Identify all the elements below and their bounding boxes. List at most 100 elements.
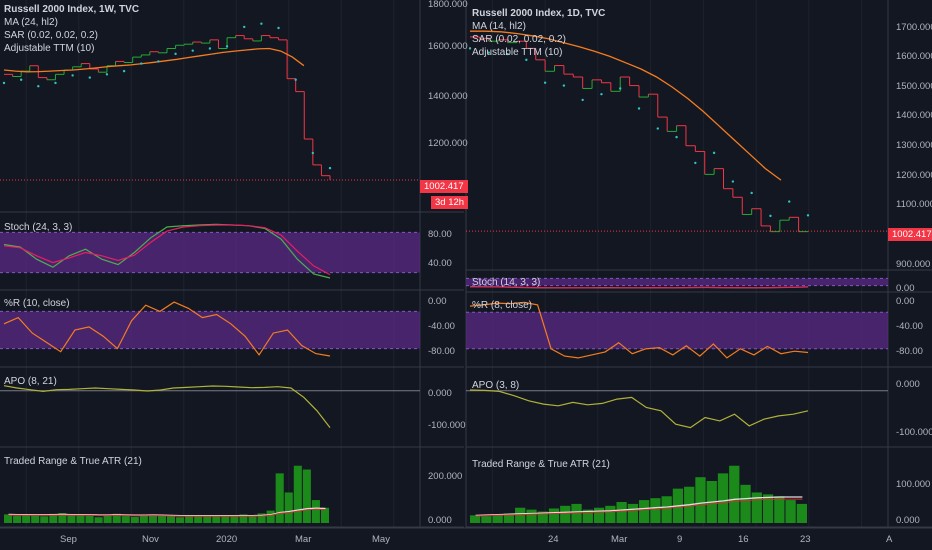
left-atr-bar [103,514,112,523]
right-ma-line [470,30,782,181]
left-atr-tick: 0.000 [428,515,452,526]
right-atr-bar [796,503,807,523]
left-x-tick: Sep [60,534,77,545]
left-stoch-d [3,224,331,276]
right-stoch-tick: 0.00 [896,283,915,294]
right-atr-bar [785,500,796,523]
left-atr-bar [4,514,13,523]
left-apo-label: APO (8, 21) [4,376,57,387]
right-sar-dot [731,180,735,183]
right-atr-bar [503,513,515,523]
left-sar-dot [54,81,57,85]
right-wr-line [469,301,809,359]
right-atr-bar [526,509,537,523]
left-atr-bar [112,513,121,523]
left-apo-line [3,385,331,428]
right-x-tick: A [886,534,893,545]
right-sar-dot [694,161,697,165]
right-atr-bar [548,508,560,523]
left-apo-tick: -100.000 [428,420,466,431]
right-x-tick: 24 [548,534,559,545]
right-atr-bar [571,503,582,523]
right-atr-bar [605,505,616,523]
right-apo-tick: -100.000 [896,427,932,438]
right-legend-ttm: Adjustable TTM (10) [472,47,563,58]
left-countdown-badge: 3d 12h [431,196,469,209]
left-sar-dot [243,25,246,29]
left-true-atr-line [8,507,326,517]
right-price-tick: 1200.000 [896,170,932,181]
right-wr-tick: -80.00 [896,346,923,357]
right-price-tick: 1600.000 [896,51,932,62]
left-x-tick: May [372,534,390,545]
left-atr-bar [230,515,239,523]
left-sar-dot [294,78,297,81]
left-stoch-tick: 80.00 [428,229,452,240]
right-atr-bar [729,465,740,523]
left-atr-bar [49,513,58,523]
right-sar-dot [637,107,641,110]
left-atr-bar [176,517,185,523]
right-atr-bar [515,507,526,523]
left-sar-dot [157,60,160,63]
left-atr-bar [302,469,311,523]
left-atr-bar [320,507,329,523]
left-atr-bar [58,513,67,523]
right-price-tick: 900.000 [896,259,931,270]
left-atr-bar [212,516,221,523]
left-price-tick: 1600.000 [428,41,468,52]
right-atr-ma-line [475,498,803,517]
right-sar-dot [769,214,772,218]
right-atr-tick: 100.000 [896,479,931,490]
right-atr-bar [560,505,571,523]
right-legend-title: Russell 2000 Index, 1D, TVC [472,8,606,19]
right-apo-line [469,389,809,429]
right-x-tick: 23 [800,534,811,545]
right-atr-bar [492,514,503,523]
right-sar-dot [600,92,603,96]
right-atr-bar [695,477,706,523]
right-sar-dot [487,51,490,54]
left-atr-bar [284,492,293,523]
left-atr-bar [266,510,275,523]
right-atr-bar [470,515,481,523]
right-atr-bar [481,516,492,523]
left-atr-bar [185,514,194,523]
left-atr-bar [221,516,230,523]
right-price-tick: 1700.000 [896,22,932,33]
left-atr-bar [139,515,148,523]
right-sar-dot [619,87,622,90]
right-atr-bar [650,498,661,523]
right-atr-bar [751,492,762,523]
left-price-tick: 1400.000 [428,91,468,102]
right-wr-label: %R (8, close) [472,300,533,311]
right-sar-dot [750,191,753,195]
right-wr-tick: -40.00 [896,321,923,332]
left-wr-tick: -40.00 [428,321,455,332]
left-stoch-label: Stoch (24, 3, 3) [4,222,73,233]
right-price-tick: 1300.000 [896,140,932,151]
right-price-tick: 1100.000 [896,199,932,210]
left-last-price-badge: 1002.417 [420,180,468,193]
right-apo-label: APO (3, 8) [472,380,520,391]
right-atr-bar [593,507,605,523]
left-atr-bar [311,500,320,523]
left-sar-dot [2,81,6,85]
right-atr-bar [762,494,774,523]
left-atr-bar [239,514,248,523]
right-sar-dot [525,58,528,62]
left-x-tick: Nov [142,534,159,545]
left-atr-label: Traded Range & True ATR (21) [4,456,142,467]
right-atr-bar [661,496,672,523]
right-sar-dot [562,84,566,87]
left-legend-ttm: Adjustable TTM (10) [4,43,95,54]
left-sar-dot [88,76,91,79]
right-atr-bar [740,484,751,523]
left-atr-bar [203,515,212,523]
left-price-tick: 1800.000 [428,0,468,10]
right-price-tick: 1400.000 [896,110,932,121]
left-stoch-band [0,232,420,273]
right-legend-ma: MA (14, hl2) [472,21,526,32]
left-sar-dot [140,62,143,65]
